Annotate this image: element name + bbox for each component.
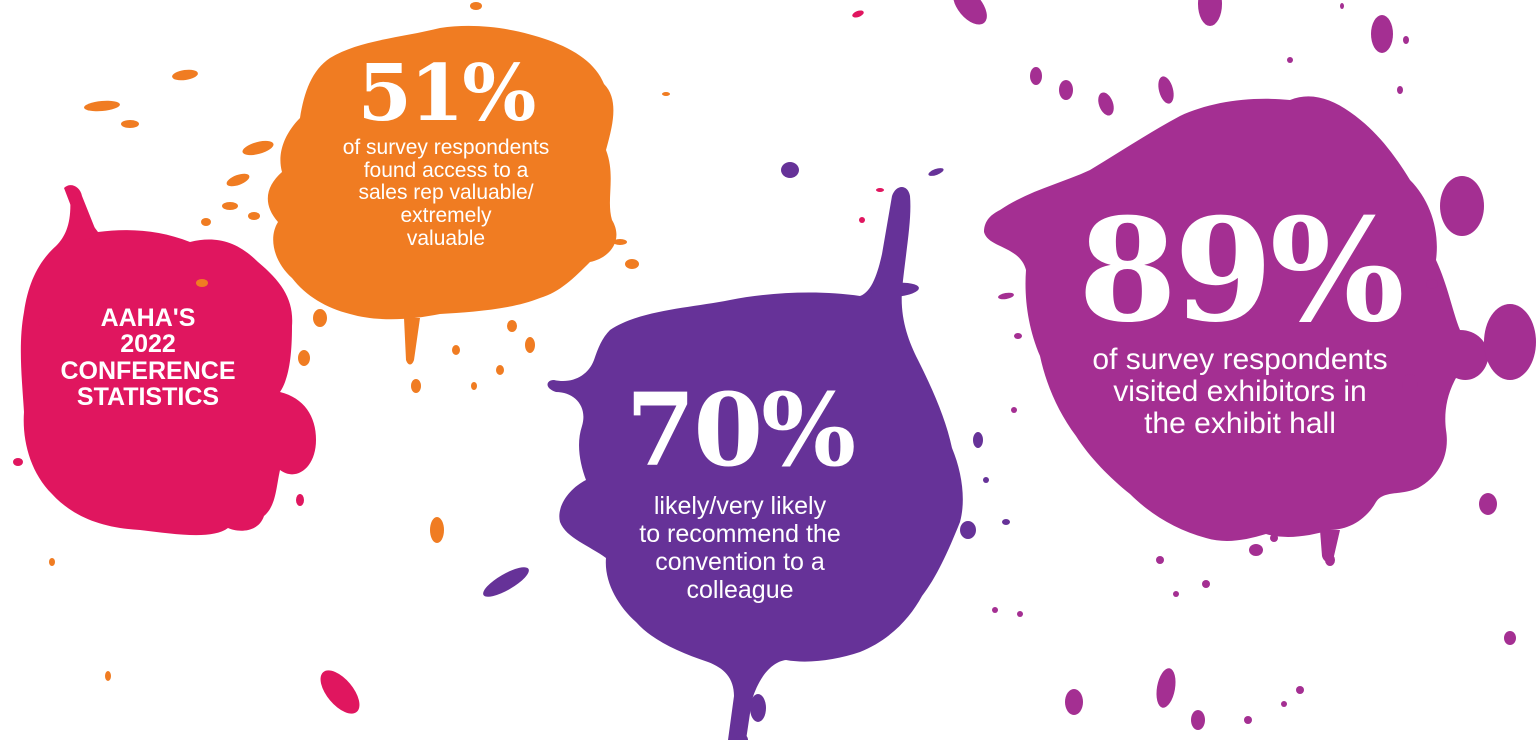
orange-paint-splash bbox=[49, 2, 670, 681]
stat-caption-line: sales rep valuable/ bbox=[358, 181, 534, 205]
title-line: CONFERENCE bbox=[60, 356, 236, 385]
stat-caption-line: convention to a bbox=[655, 548, 825, 576]
purple-paint-splash bbox=[483, 162, 1010, 740]
pink-paint-droplets bbox=[320, 10, 884, 714]
stat-caption-line: visited exhibitors in bbox=[1113, 374, 1367, 408]
stat-value: 51% bbox=[357, 48, 537, 139]
magenta-paint-splash bbox=[953, 0, 1536, 730]
stat-value: 89% bbox=[1078, 188, 1405, 354]
stat-caption-line: of survey respondents bbox=[1092, 343, 1388, 376]
stat-caption-line: likely/very likely bbox=[653, 492, 827, 520]
title-line: AAHA'S bbox=[100, 304, 196, 332]
stat-caption-line: extremely bbox=[400, 204, 492, 228]
stat-caption-line: to recommend the bbox=[639, 520, 841, 548]
stat-sales-rep-access: 51% of survey respondents found access t… bbox=[296, 55, 596, 250]
stat-value: 70% bbox=[625, 371, 856, 489]
stat-caption-line: found access to a bbox=[363, 158, 529, 182]
stat-caption-line: the exhibit hall bbox=[1144, 406, 1336, 440]
title-line: 2022 bbox=[120, 330, 176, 359]
stat-caption: likely/very likely to recommend the conv… bbox=[580, 492, 900, 604]
stat-caption: of survey respondents found access to a … bbox=[296, 136, 596, 250]
stat-caption-line: valuable bbox=[406, 226, 486, 250]
stat-visited-exhibitors: 89% of survey respondents visited exhibi… bbox=[1000, 200, 1480, 439]
stat-caption-line: colleague bbox=[686, 576, 794, 604]
stat-recommend-convention: 70% likely/very likely to recommend the … bbox=[580, 380, 900, 604]
pink-paint-splash bbox=[13, 185, 316, 536]
stat-caption-line: of survey respondents bbox=[342, 136, 550, 159]
title-line: STATISTICS bbox=[76, 382, 220, 411]
stat-caption: of survey respondents visited exhibitors… bbox=[1000, 344, 1480, 439]
infographic-title: AAHA'S 2022 CONFERENCE STATISTICS bbox=[48, 305, 248, 410]
